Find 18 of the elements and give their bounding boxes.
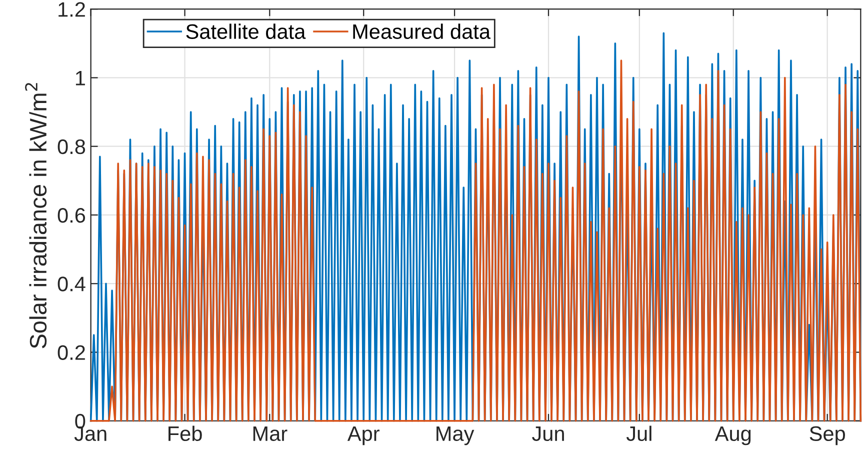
legend-label: Measured data bbox=[353, 24, 491, 39]
x-tick-label: Feb bbox=[168, 426, 202, 442]
x-tick-label: May bbox=[436, 426, 474, 446]
y-tick-label: 0.8 bbox=[58, 139, 86, 154]
legend-label: Satellite data bbox=[186, 24, 306, 39]
x-tick-label: Mar bbox=[253, 426, 288, 442]
x-tick-label: Jun bbox=[532, 426, 564, 442]
y-tick-label: 0.6 bbox=[58, 208, 86, 223]
x-tick-label: Jan bbox=[74, 426, 106, 442]
y-axis-title: Solar irradiance in kW/m$^{2}$ bbox=[25, 83, 47, 348]
x-tick-label: Apr bbox=[347, 426, 380, 446]
y-tick-label: 0.2 bbox=[58, 345, 85, 360]
y-tick-label: 1 bbox=[76, 70, 85, 86]
y-tick-label: 1.2 bbox=[58, 2, 85, 17]
x-tick-label: Jul bbox=[626, 426, 652, 442]
y-tick-label: 0.4 bbox=[58, 276, 86, 292]
x-tick-label: Sep bbox=[810, 426, 845, 446]
x-tick-label: Aug bbox=[714, 426, 751, 446]
